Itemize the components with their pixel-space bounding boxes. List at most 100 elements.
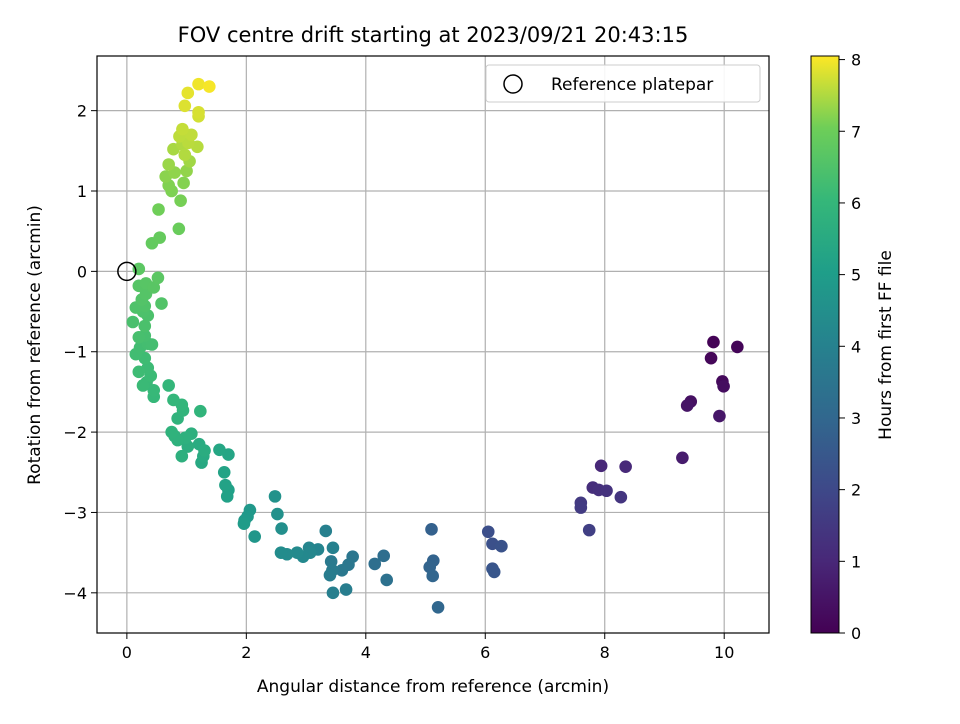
data-point xyxy=(174,194,187,207)
data-point xyxy=(713,409,726,423)
data-point xyxy=(153,231,167,244)
data-point xyxy=(431,600,445,614)
y-tick-label: −1 xyxy=(63,343,87,362)
data-point xyxy=(717,379,730,393)
data-point xyxy=(132,365,146,379)
data-point xyxy=(126,315,140,329)
data-point xyxy=(162,379,175,392)
data-point xyxy=(676,451,689,465)
data-point xyxy=(145,338,159,351)
y-axis-ticks: −4 −3 −2 −1 0 1 2 xyxy=(63,102,97,603)
data-point xyxy=(220,490,234,503)
data-point xyxy=(271,507,284,521)
data-point xyxy=(731,340,744,354)
data-point xyxy=(165,425,178,439)
colorbar: 0 1 2 3 4 5 6 7 8 Hours from first FF file xyxy=(810,51,896,643)
data-point xyxy=(192,77,205,91)
x-axis-label: Angular distance from reference (arcmin) xyxy=(257,677,609,697)
data-point xyxy=(614,490,628,504)
data-point xyxy=(426,569,440,583)
data-point xyxy=(335,564,349,577)
legend-marker xyxy=(503,74,523,94)
data-point xyxy=(198,444,211,457)
x-tick-label: 10 xyxy=(714,643,734,662)
x-tick-label: 8 xyxy=(600,643,610,662)
data-point xyxy=(268,490,282,503)
data-point xyxy=(175,449,189,463)
legend: Reference platepar xyxy=(485,64,761,103)
x-axis-ticks: 0 2 4 6 8 10 xyxy=(122,633,734,662)
data-point xyxy=(219,478,232,492)
colorbar-tick-label: 6 xyxy=(851,194,861,213)
data-point xyxy=(380,573,394,587)
data-point xyxy=(323,568,337,582)
grid-lines xyxy=(97,56,769,633)
x-tick-label: 4 xyxy=(361,643,371,662)
data-point xyxy=(192,105,205,119)
y-axis-label: Rotation from reference (arcmin) xyxy=(25,205,45,485)
data-point xyxy=(275,522,288,535)
data-point xyxy=(339,583,353,596)
data-point xyxy=(594,459,608,473)
colorbar-tick-label: 3 xyxy=(851,409,861,428)
data-point xyxy=(237,517,251,531)
data-point xyxy=(147,281,161,294)
y-tick-label: 1 xyxy=(77,182,87,201)
data-point xyxy=(274,546,288,559)
data-point xyxy=(132,330,146,344)
y-tick-label: −2 xyxy=(63,423,87,442)
data-point xyxy=(202,80,216,93)
data-point xyxy=(167,393,180,407)
colorbar-tick-label: 0 xyxy=(851,624,861,643)
legend-label: Reference platepar xyxy=(551,75,713,95)
data-point xyxy=(178,148,192,162)
colorbar-tick-label: 5 xyxy=(851,266,861,285)
data-point xyxy=(177,176,190,190)
data-point xyxy=(180,164,193,178)
colorbar-tick-label: 4 xyxy=(851,337,861,356)
y-tick-label: 0 xyxy=(77,262,87,281)
data-point xyxy=(172,222,186,236)
data-point xyxy=(185,128,198,142)
colorbar-label: Hours from first FF file xyxy=(876,250,896,440)
chart-title: FOV centre drift starting at 2023/09/21 … xyxy=(178,23,689,47)
data-point xyxy=(704,351,718,365)
colorbar-ticks: 0 1 2 3 4 5 6 7 8 xyxy=(839,51,861,643)
data-point xyxy=(619,460,632,473)
data-point xyxy=(248,530,261,543)
data-point xyxy=(425,523,438,536)
data-point xyxy=(290,546,304,559)
colorbar-tick-label: 8 xyxy=(851,51,861,70)
data-point xyxy=(178,99,192,113)
data-point xyxy=(176,122,189,136)
data-point xyxy=(707,335,720,349)
data-point xyxy=(319,524,333,538)
x-tick-label: 6 xyxy=(480,643,490,662)
data-point xyxy=(582,523,596,537)
x-tick-label: 2 xyxy=(241,643,251,662)
x-tick-label: 0 xyxy=(122,643,132,662)
data-point xyxy=(213,443,226,457)
data-point xyxy=(600,484,613,498)
data-point xyxy=(152,203,165,216)
data-point xyxy=(147,384,161,397)
data-point xyxy=(326,541,340,555)
legend-box xyxy=(485,64,761,103)
data-point xyxy=(495,539,508,553)
reference-marker xyxy=(117,261,137,282)
data-point xyxy=(132,262,146,276)
data-point xyxy=(326,586,340,600)
data-point xyxy=(377,549,391,563)
data-points xyxy=(126,77,744,614)
data-point xyxy=(151,271,165,285)
data-point xyxy=(194,404,207,418)
colorbar-tick-label: 2 xyxy=(851,481,861,500)
plot-frame xyxy=(96,55,770,634)
y-tick-label: −3 xyxy=(63,503,87,522)
colorbar-tick-label: 7 xyxy=(851,122,861,141)
colorbar-gradient xyxy=(810,55,840,634)
data-point xyxy=(155,297,168,310)
data-point xyxy=(481,525,495,539)
y-tick-label: 2 xyxy=(77,102,87,121)
